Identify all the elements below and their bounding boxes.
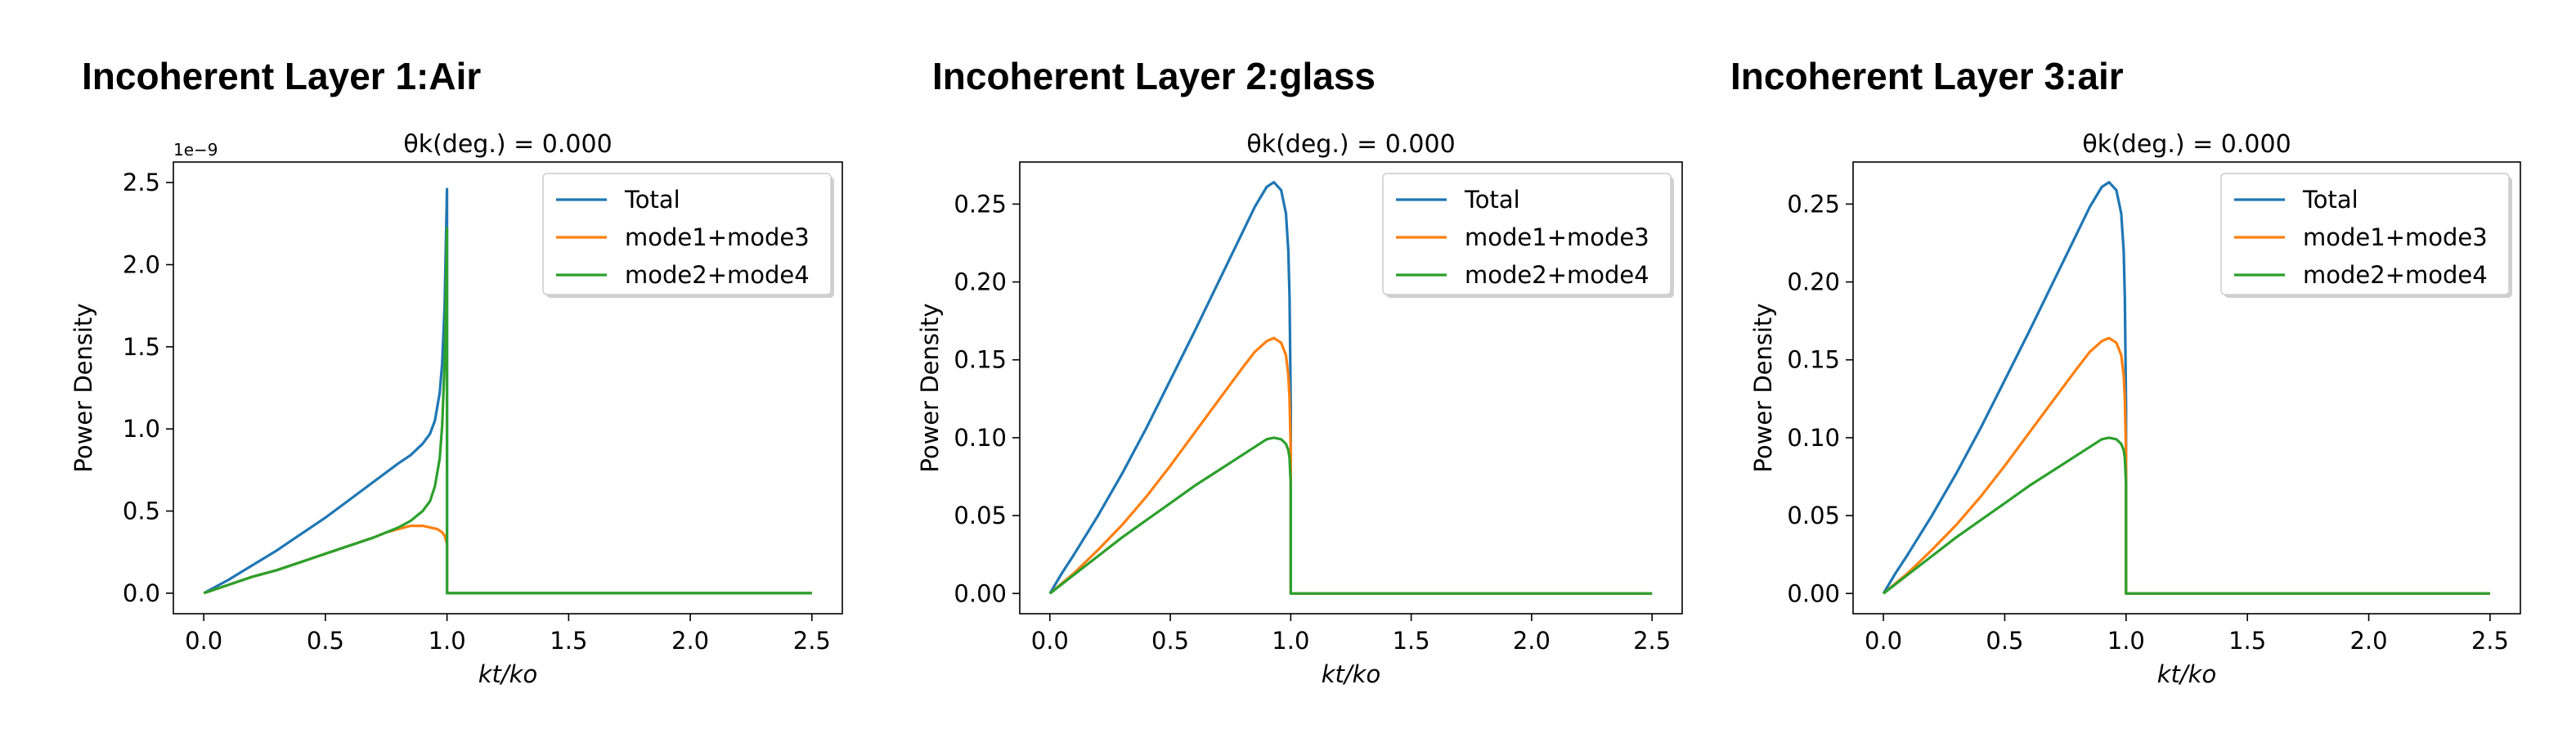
x-tick-label: 0.5 [1986,627,2023,655]
y-tick-label: 0.25 [1787,190,1840,218]
series-line-mode2-mode4 [1048,436,1653,595]
legend-label: mode1+mode3 [625,223,810,251]
x-tick-label: 2.5 [793,627,831,655]
legend-label: mode2+mode4 [625,261,810,289]
chart-panel-1: 0.0 0.5 1.0 1.5 2.0 2.5 0.0 0.5 1.0 1.5 2.0 2.5 kt/k… [70,130,843,688]
y-tick-label: 0.00 [954,579,1007,607]
x-tick-label: 0.0 [185,627,222,655]
series-line-mode2-mode4 [1883,436,2490,595]
y-axis-label: Power Density [916,303,944,472]
x-tick-label: 0.5 [1151,627,1189,655]
x-tick-label: 0.0 [1031,627,1069,655]
series-line-mode1-mode3 [1048,336,1653,595]
y-tick-label: 0.5 [123,498,160,525]
axes-frame [1852,161,2521,615]
legend: Total mode1+mode3 mode2+mode4 [2220,173,2512,298]
y-tick-label: 0.05 [954,502,1007,529]
series-line-mode1-mode3 [203,524,812,595]
y-tick-label: 0.0 [123,579,160,607]
y-tick-label: 0.05 [1787,502,1840,529]
chart-panel-3: 0.0 0.5 1.0 1.5 2.0 2.5 0.00 0.05 0.10 0.15 0.20 0.… [1749,130,2521,688]
legend-label: mode1+mode3 [1465,223,1649,251]
x-tick-label: 1.0 [429,627,466,655]
y-tick-label: 1.0 [123,415,160,443]
legend: Total mode1+mode3 mode2+mode4 [542,173,834,298]
x-tick-label: 1.5 [1393,627,1430,655]
legend-label: Total [2302,186,2358,214]
legend-box [1382,173,1672,295]
x-tick-label: 0.5 [307,627,344,655]
axes-subtitle: θk(deg.) = 0.000 [2082,130,2291,159]
x-tick-label: 0.0 [1865,627,1902,655]
y-offset-text: 1e−9 [173,140,218,160]
y-tick-label: 0.20 [1787,268,1840,296]
x-tick-label: 2.0 [671,627,709,655]
x-tick-label: 1.0 [2107,627,2145,655]
legend-label: Total [624,186,680,214]
y-tick-label: 2.5 [123,169,160,196]
series-line-mode1-mode3 [1883,336,2490,595]
legend: Total mode1+mode3 mode2+mode4 [1382,173,1674,298]
y-axis-label: Power Density [70,303,97,472]
panel-1-title: Incoherent Layer 1:Air [82,55,482,97]
y-tick-label: 0.20 [954,268,1007,296]
axes-subtitle: θk(deg.) = 0.000 [403,130,612,159]
y-tick-label: 0.10 [1787,424,1840,452]
x-axis-label: kt/ko [478,660,537,688]
panel-3-title: Incoherent Layer 3:air [1730,55,2124,97]
y-tick-label: 0.10 [954,424,1007,452]
series-line-total [1882,181,2490,595]
y-tick-label: 0.00 [1787,579,1840,607]
y-tick-label: 0.25 [954,190,1007,218]
y-tick-label: 1.5 [123,333,160,361]
axes-subtitle: θk(deg.) = 0.000 [1246,130,1455,159]
x-tick-label: 2.5 [1633,627,1671,655]
x-tick-label: 1.5 [550,627,587,655]
axes-frame [173,161,843,615]
y-axis-label: Power Density [1749,303,1777,472]
legend-label: mode2+mode4 [2303,261,2488,289]
legend-label: Total [1464,186,1520,214]
x-tick-label: 2.0 [1513,627,1551,655]
legend-box [2220,173,2510,295]
series-line-total [1048,181,1653,595]
legend-label: mode1+mode3 [2303,223,2488,251]
panel-2-title: Incoherent Layer 2:glass [932,55,1376,97]
y-tick-label: 0.15 [1787,346,1840,374]
x-tick-label: 1.0 [1272,627,1309,655]
y-tick-label: 2.0 [123,250,160,278]
x-axis-label: kt/ko [1322,660,1380,688]
chart-panel-2: 0.0 0.5 1.0 1.5 2.0 2.5 0.00 0.05 0.10 0.15 0.20 0.… [916,130,1683,688]
series-line-mode2-mode4 [203,227,812,595]
x-tick-label: 1.5 [2228,627,2266,655]
x-axis-label: kt/ko [2157,660,2216,688]
legend-box [542,173,832,295]
x-tick-label: 2.0 [2349,627,2387,655]
legend-label: mode2+mode4 [1465,261,1649,289]
axes-frame [1019,161,1683,615]
x-tick-label: 2.5 [2471,627,2509,655]
y-tick-label: 0.15 [954,346,1007,374]
